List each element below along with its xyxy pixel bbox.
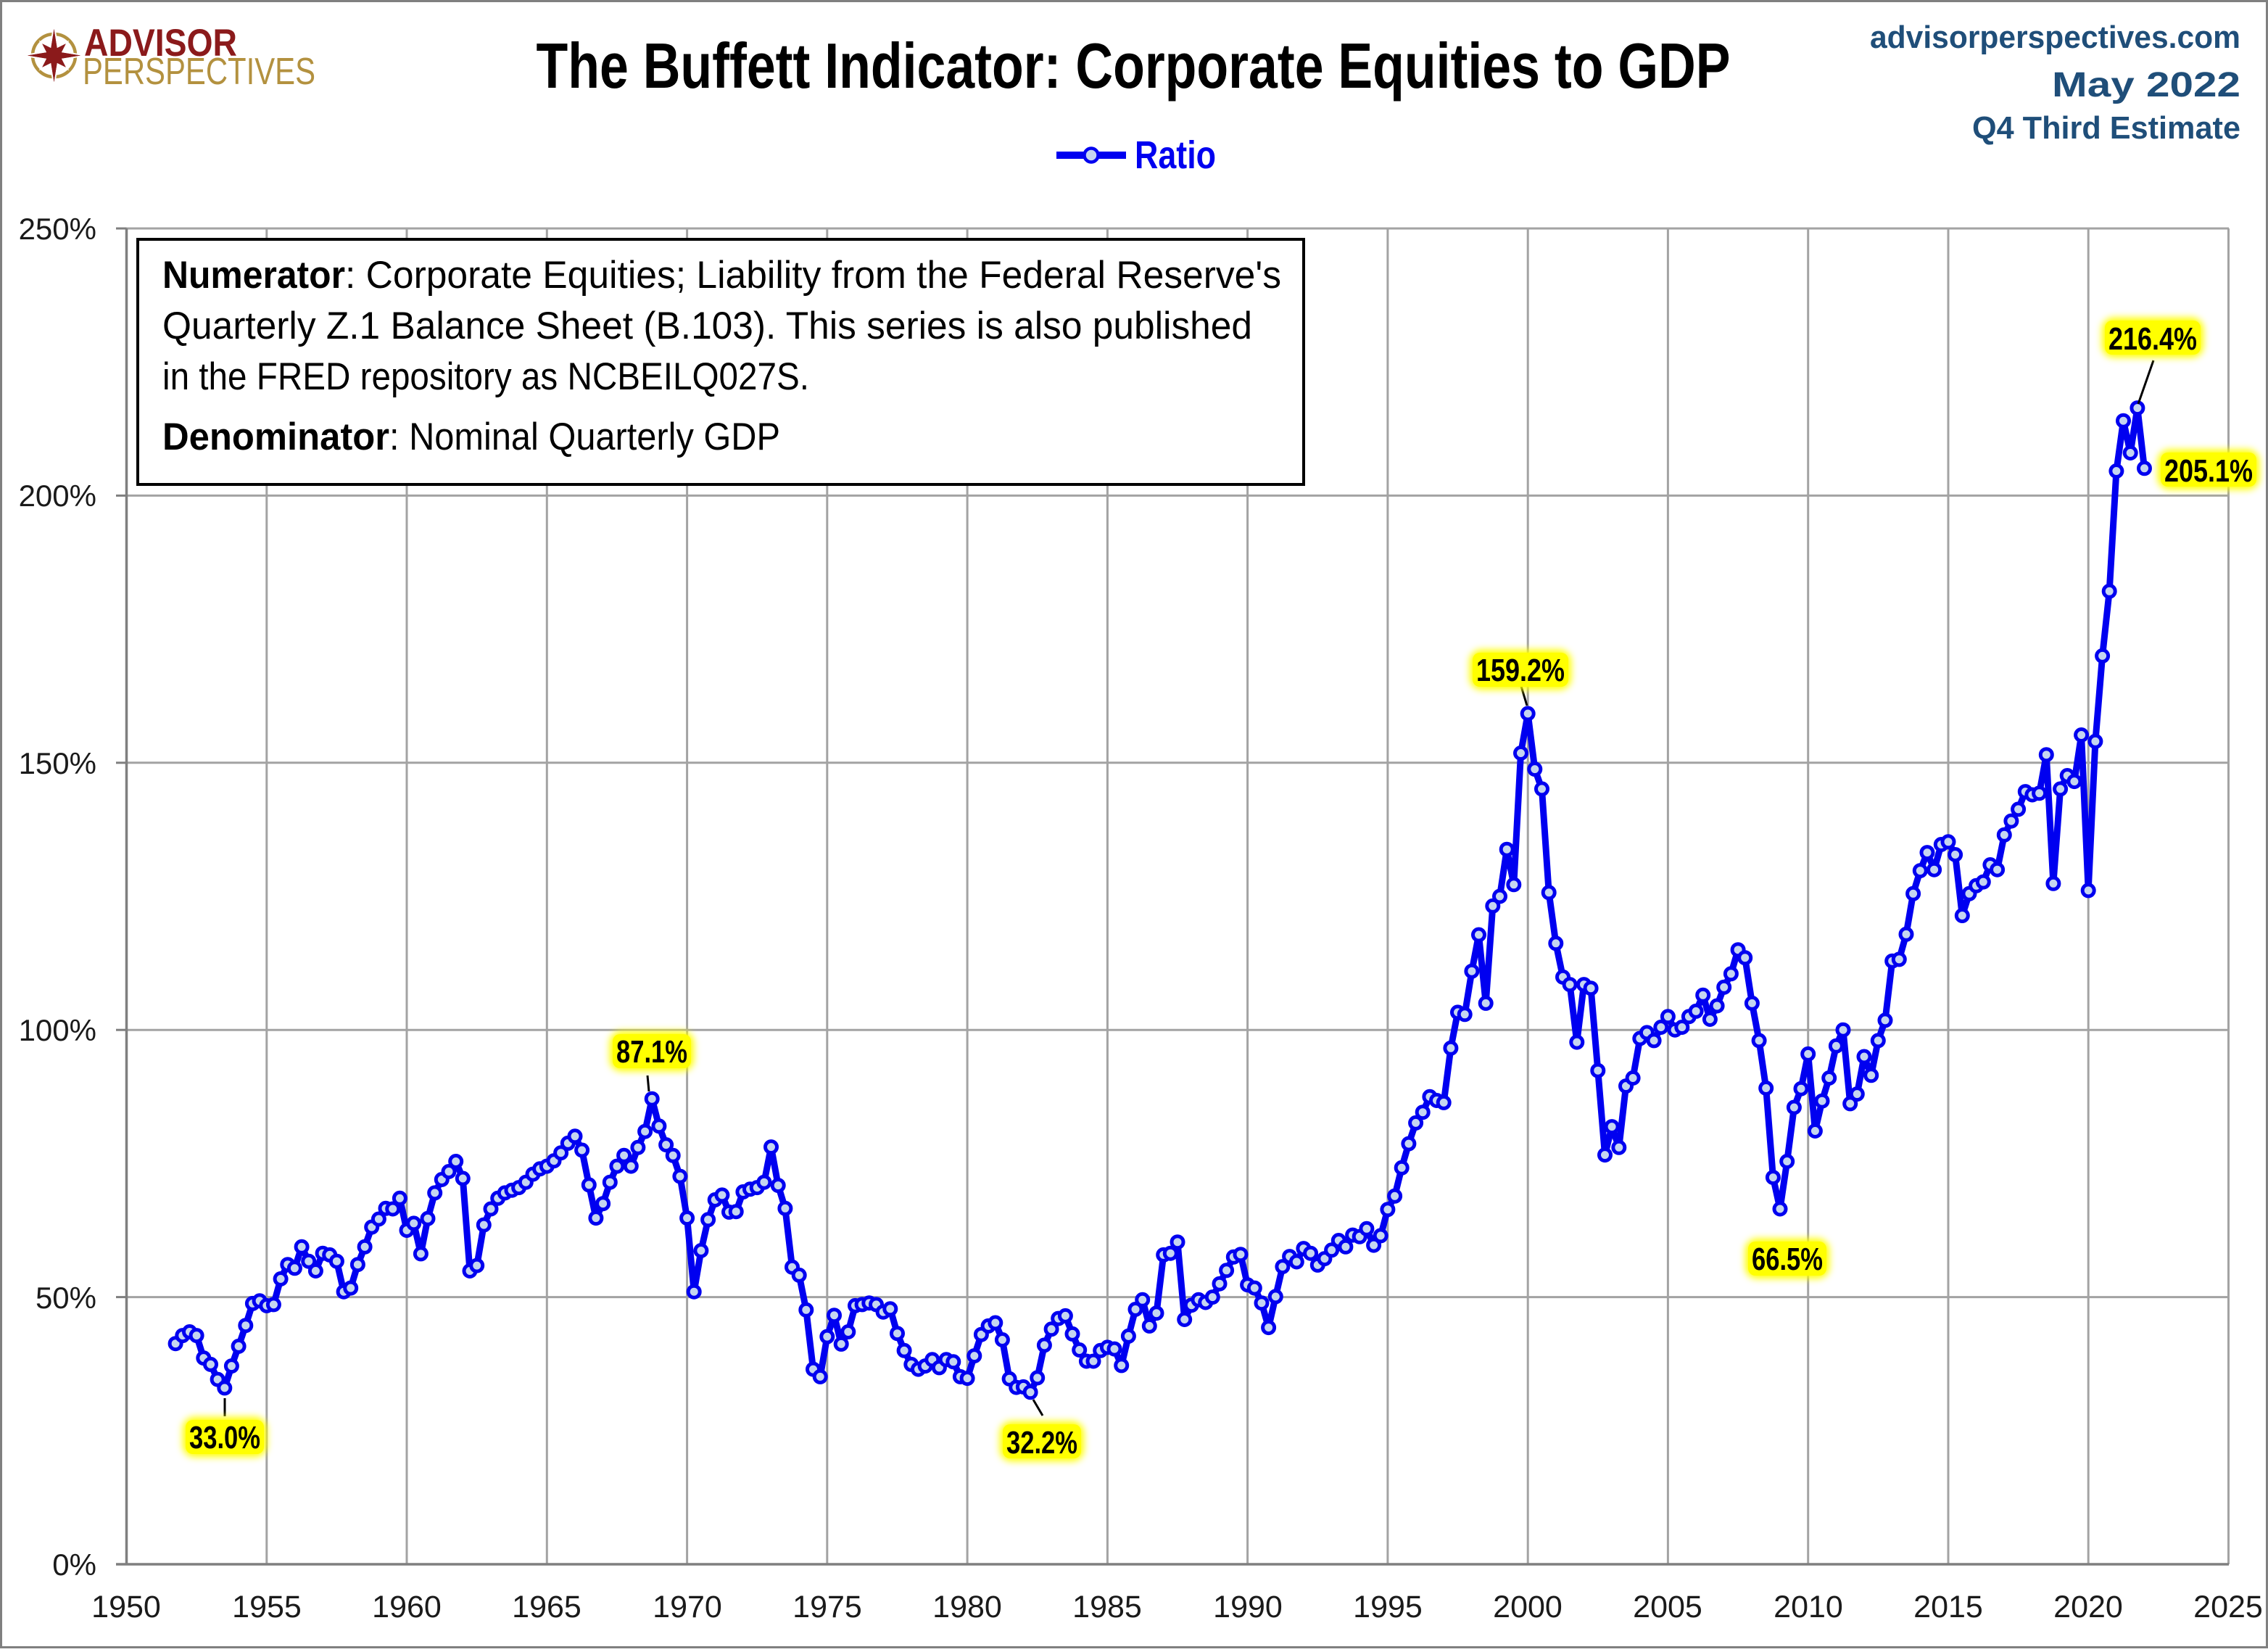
svg-text:2000: 2000 [1493,1590,1563,1624]
svg-text:33.0%: 33.0% [189,1420,260,1455]
svg-text:1965: 1965 [512,1590,582,1624]
svg-text:216.4%: 216.4% [2108,321,2197,357]
svg-text:66.5%: 66.5% [1752,1242,1823,1277]
svg-text:205.1%: 205.1% [2164,453,2253,489]
svg-text:1955: 1955 [232,1590,302,1624]
svg-text:1980: 1980 [932,1590,1002,1624]
svg-text:200%: 200% [19,479,96,513]
svg-text:1990: 1990 [1213,1590,1283,1624]
svg-text:1970: 1970 [653,1590,722,1624]
svg-text:Q4 Third Estimate: Q4 Third Estimate [1972,110,2240,146]
svg-text:Denominator: Nominal Quarterly: Denominator: Nominal Quarterly GDP [162,416,780,458]
svg-text:2005: 2005 [1633,1590,1702,1624]
svg-text:150%: 150% [19,746,96,780]
svg-text:0%: 0% [52,1548,96,1582]
svg-text:in the FRED repository as NCBE: in the FRED repository as NCBEILQ027S. [162,355,809,398]
svg-text:PERSPECTIVES: PERSPECTIVES [83,51,315,93]
svg-text:87.1%: 87.1% [616,1034,687,1070]
svg-text:The Buffett Indicator: Corpora: The Buffett Indicator: Corporate Equitie… [537,30,1731,102]
svg-text:ADVISOR: ADVISOR [84,22,237,65]
svg-text:1975: 1975 [792,1590,862,1624]
svg-text:2020: 2020 [2053,1590,2123,1624]
svg-text:2015: 2015 [1913,1590,1983,1624]
svg-text:250%: 250% [19,212,96,246]
svg-text:1995: 1995 [1353,1590,1423,1624]
svg-text:Numerator: Corporate Equities;: Numerator: Corporate Equities; Liability… [162,254,1281,297]
svg-text:Quarterly Z.1 Balance Sheet (B: Quarterly Z.1 Balance Sheet (B.103). Thi… [162,305,1252,347]
svg-text:159.2%: 159.2% [1476,653,1565,688]
svg-text:1960: 1960 [372,1590,442,1624]
svg-text:2025: 2025 [2193,1590,2263,1624]
svg-text:advisorperspectives.com: advisorperspectives.com [1870,20,2240,55]
svg-text:2010: 2010 [1774,1590,1843,1624]
svg-text:1950: 1950 [91,1590,161,1624]
svg-text:50%: 50% [36,1281,96,1315]
svg-text:May 2022: May 2022 [2052,66,2240,104]
svg-text:100%: 100% [19,1013,96,1047]
svg-text:Ratio: Ratio [1135,133,1216,177]
svg-text:1985: 1985 [1072,1590,1142,1624]
svg-text:32.2%: 32.2% [1006,1425,1077,1461]
